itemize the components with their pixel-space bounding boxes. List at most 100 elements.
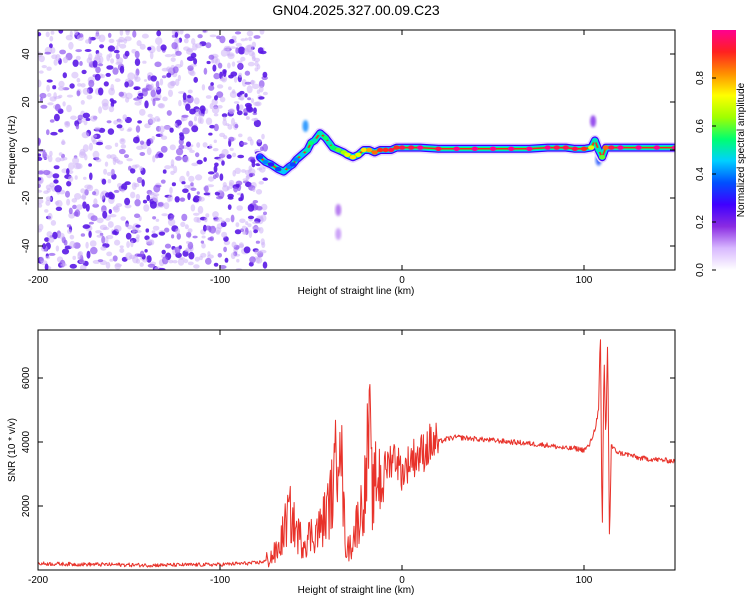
noise-blob	[149, 201, 157, 209]
ridge-point	[316, 131, 324, 136]
noise-blob	[73, 162, 82, 170]
noise-blob	[155, 37, 163, 46]
noise-blob	[101, 178, 107, 185]
ridge-point	[275, 167, 282, 172]
heatmap-y-label: Frequency (Hz)	[7, 116, 18, 185]
noise-blob	[170, 214, 175, 218]
noise-blob	[38, 198, 44, 205]
noise-blob	[195, 152, 200, 158]
noise-blob	[213, 165, 218, 173]
y-tick-label: 6000	[21, 366, 32, 389]
noise-blob	[103, 81, 109, 87]
noise-blob	[231, 61, 236, 67]
noise-blob	[233, 101, 240, 104]
noise-blob	[204, 185, 209, 193]
noise-blob	[209, 236, 214, 242]
noise-blob	[244, 81, 252, 85]
x-tick-label: 100	[576, 575, 593, 586]
noise-blob	[146, 255, 152, 263]
noise-blob	[188, 251, 195, 260]
noise-blob	[152, 87, 161, 91]
noise-blob	[114, 263, 123, 267]
noise-blob	[246, 85, 253, 94]
noise-blob	[137, 120, 143, 124]
noise-blob	[157, 103, 164, 108]
noise-blob	[124, 50, 130, 57]
noise-blob	[98, 87, 104, 96]
noise-blob	[141, 33, 149, 39]
noise-blob	[92, 60, 98, 68]
noise-blob	[179, 197, 186, 202]
noise-blob	[117, 119, 123, 124]
noise-blob	[54, 185, 62, 193]
noise-blob	[53, 59, 58, 66]
noise-blob	[235, 42, 242, 47]
ridge-point	[508, 146, 515, 151]
noise-blob	[82, 201, 87, 209]
noise-blob	[88, 142, 93, 151]
noise-blob	[221, 113, 228, 118]
noise-blob	[174, 246, 181, 255]
noise-blob	[38, 156, 43, 161]
noise-blob	[147, 263, 156, 268]
noise-blob	[126, 158, 133, 162]
noise-blob	[175, 156, 182, 161]
noise-blob	[102, 226, 110, 231]
ridge-point	[329, 145, 336, 150]
noise-blob	[99, 44, 105, 49]
noise-blob	[206, 60, 211, 65]
noise-blob	[58, 86, 65, 91]
noise-blob	[171, 53, 177, 57]
noise-blob	[139, 250, 145, 257]
noise-blob	[44, 263, 49, 270]
noise-blob	[201, 84, 206, 91]
noise-blob	[38, 183, 41, 188]
noise-blob	[38, 138, 41, 146]
noise-blob	[183, 38, 189, 44]
noise-blob	[39, 92, 47, 99]
noise-blob	[213, 123, 219, 132]
noise-blob	[58, 30, 64, 34]
noise-blob	[133, 183, 140, 188]
noise-blob	[125, 92, 133, 100]
heatmap-secondary-blobs	[302, 115, 602, 240]
noise-blob	[120, 216, 126, 221]
noise-blob	[238, 133, 243, 138]
noise-blob	[252, 200, 259, 204]
noise-blob	[155, 218, 160, 222]
colorbar-tick-label: 0.4	[695, 167, 706, 181]
colorbar: 0.0 0.2 0.4 0.6 0.8 Normalized spectral ampl…	[695, 30, 747, 277]
noise-blob	[54, 201, 60, 205]
noise-blob	[146, 139, 151, 147]
noise-blob	[68, 162, 75, 170]
ridge-point	[267, 162, 275, 167]
noise-blob	[77, 114, 83, 121]
noise-blob	[176, 233, 181, 240]
noise-blob	[49, 35, 54, 42]
noise-blob	[241, 169, 246, 173]
noise-blob	[178, 257, 186, 260]
secondary-blob	[302, 120, 309, 132]
ridge-point	[344, 152, 351, 157]
noise-blob	[151, 230, 156, 234]
noise-blob	[66, 94, 74, 98]
ridge-point	[544, 145, 551, 150]
noise-blob	[226, 154, 232, 159]
noise-blob	[80, 83, 86, 88]
noise-blob	[175, 78, 180, 87]
x-tick-label: 100	[576, 275, 593, 286]
noise-blob	[203, 224, 207, 232]
noise-blob	[247, 97, 252, 101]
noise-blob	[98, 55, 104, 64]
noise-blob	[119, 138, 126, 145]
snr-x-label: Height of straight line (km)	[298, 585, 415, 596]
ridge-point	[602, 145, 609, 150]
snr-frame	[37, 329, 676, 571]
ridge-point	[393, 145, 400, 150]
noise-blob	[110, 58, 115, 64]
noise-blob	[250, 79, 255, 86]
noise-blob	[212, 148, 219, 152]
noise-blob	[130, 191, 136, 199]
noise-blob	[163, 202, 170, 210]
noise-blob	[254, 205, 263, 211]
